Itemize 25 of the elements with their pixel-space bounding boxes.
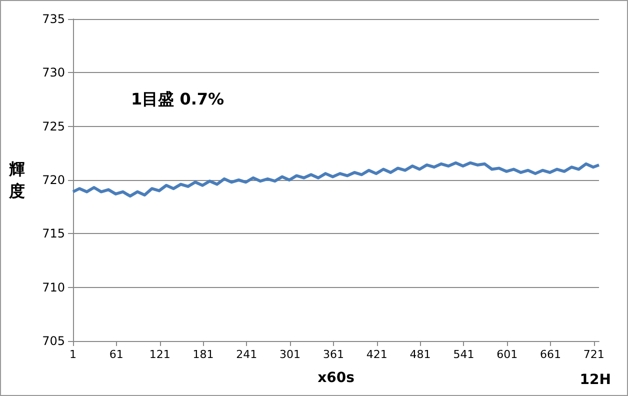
x-axis-title: x60s bbox=[318, 370, 354, 386]
y-tick-label: 725 bbox=[42, 119, 65, 134]
x-tick-label: 1 bbox=[70, 348, 76, 361]
x-tick-label: 301 bbox=[280, 348, 301, 361]
x-tick-label: 601 bbox=[496, 348, 518, 361]
x-tick-label: 181 bbox=[192, 348, 214, 361]
annotation: 1目盛 0.7% bbox=[131, 90, 224, 108]
text: 12H bbox=[580, 372, 612, 388]
y-tick-label: 735 bbox=[42, 12, 65, 26]
x-tick-label: 661 bbox=[540, 348, 562, 361]
y-tick-label: 705 bbox=[42, 334, 65, 348]
y-axis-title: 輝度 bbox=[8, 160, 25, 200]
y-tick-label: 720 bbox=[42, 173, 65, 187]
y-tick-label: 710 bbox=[42, 280, 65, 294]
y-tick-label: 715 bbox=[42, 226, 65, 241]
x-tick-label: 541 bbox=[453, 348, 474, 361]
x-tick-label: 361 bbox=[322, 348, 344, 361]
x-tick-label: 481 bbox=[410, 348, 431, 361]
x-tick-label: 61 bbox=[109, 348, 124, 361]
x-tick-label: 241 bbox=[236, 348, 258, 361]
x-tick-label: 421 bbox=[366, 348, 388, 361]
x-tick-label: 721 bbox=[583, 348, 604, 361]
line-series bbox=[72, 161, 600, 198]
x-tick-label: 121 bbox=[149, 348, 170, 361]
y-tick-label: 730 bbox=[42, 66, 65, 80]
